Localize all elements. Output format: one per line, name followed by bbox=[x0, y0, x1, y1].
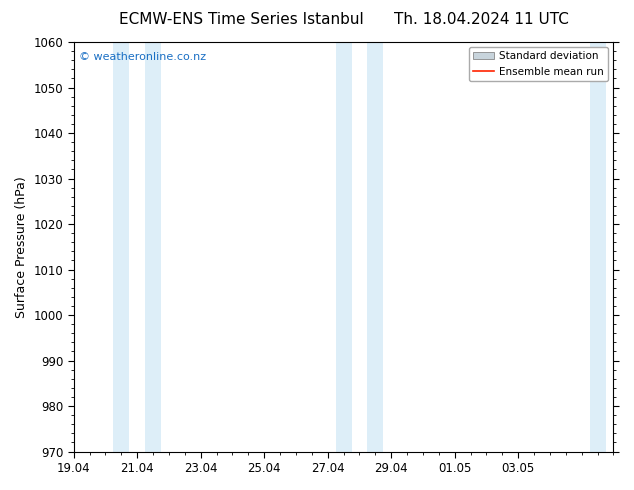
Bar bbox=[113, 42, 129, 452]
Y-axis label: Surface Pressure (hPa): Surface Pressure (hPa) bbox=[15, 176, 28, 318]
Bar bbox=[367, 42, 384, 452]
Text: Th. 18.04.2024 11 UTC: Th. 18.04.2024 11 UTC bbox=[394, 12, 569, 27]
Text: © weatheronline.co.nz: © weatheronline.co.nz bbox=[79, 52, 206, 62]
Bar bbox=[590, 42, 605, 452]
Text: ECMW-ENS Time Series Istanbul: ECMW-ENS Time Series Istanbul bbox=[119, 12, 363, 27]
Bar bbox=[335, 42, 351, 452]
Bar bbox=[145, 42, 161, 452]
Legend: Standard deviation, Ensemble mean run: Standard deviation, Ensemble mean run bbox=[469, 47, 608, 81]
